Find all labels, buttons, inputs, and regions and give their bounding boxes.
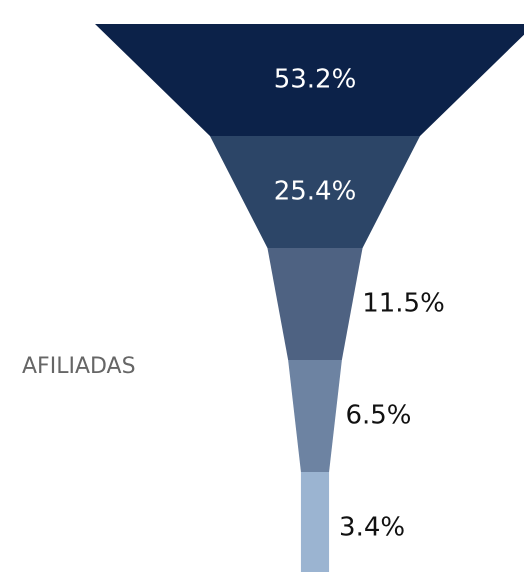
funnel-segment: [288, 360, 342, 472]
value-label: 53.2%: [274, 65, 357, 95]
funnel-segment: [267, 248, 363, 360]
funnel-label: AFILIADAS: [22, 354, 136, 379]
funnel-segment: [95, 24, 524, 136]
value-label: 6.5%: [345, 401, 411, 431]
funnel-segment: [209, 136, 421, 248]
value-label: 11.5%: [362, 289, 445, 319]
value-label: 25.4%: [274, 177, 357, 207]
funnel-segment: [300, 472, 330, 572]
value-label: 3.4%: [339, 513, 405, 543]
